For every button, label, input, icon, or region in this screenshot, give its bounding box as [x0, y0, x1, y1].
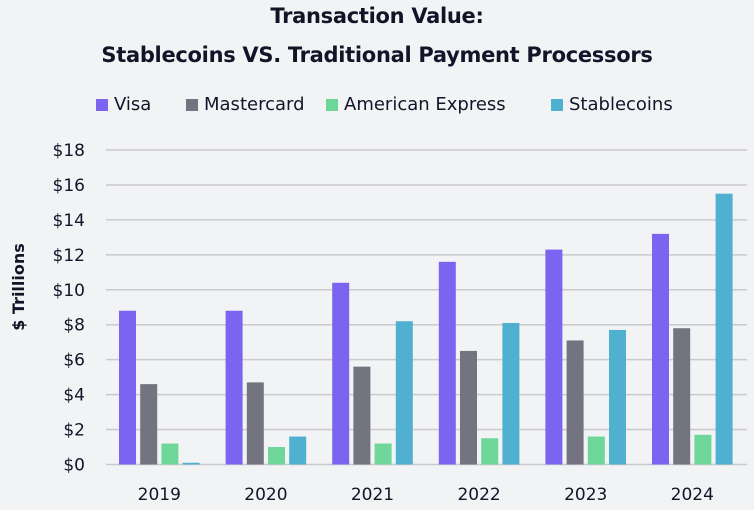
legend-swatch-mastercard [186, 98, 198, 111]
bar-stablecoins-2021 [395, 321, 413, 465]
y-tick-label: $0 [63, 456, 85, 476]
legend-item-stablecoins: Stablecoins [551, 94, 673, 115]
x-tick-label: 2020 [244, 485, 287, 505]
bar-american-express-2021 [374, 443, 392, 465]
bars [119, 193, 733, 465]
bar-mastercard-2022 [460, 350, 477, 465]
y-axis-label: $ Trillions [9, 243, 28, 331]
bar-stablecoins-2024 [715, 193, 733, 465]
y-tick-label: $10 [53, 281, 85, 301]
bar-mastercard-2019 [140, 384, 158, 465]
y-tick-label: $16 [53, 176, 85, 196]
x-axis-ticks: 2019 2020 2021 2022 2023 2024 [138, 485, 714, 505]
y-tick-label: $12 [53, 246, 85, 266]
x-tick-label: 2019 [138, 485, 181, 505]
gridlines [106, 149, 747, 466]
bar-mastercard-2020 [246, 382, 264, 465]
legend-label-mastercard: Mastercard [204, 94, 305, 115]
legend-label-visa: Visa [114, 94, 152, 115]
bar-american-express-2022 [481, 438, 499, 465]
bar-stablecoins-2020 [289, 436, 307, 465]
x-tick-label: 2021 [351, 485, 394, 505]
bar-mastercard-2023 [566, 340, 584, 465]
bar-stablecoins-2023 [609, 329, 626, 465]
legend-swatch-visa [96, 98, 108, 111]
chart-subtitle: Stablecoins VS. Traditional Payment Proc… [101, 43, 653, 67]
legend: Visa Mastercard American Express Stablec… [0, 94, 754, 120]
bar-mastercard-2024 [673, 328, 691, 465]
bar-stablecoins-2019 [182, 462, 200, 465]
legend-label-stablecoins: Stablecoins [569, 94, 673, 115]
legend-label-american-express: American Express [344, 94, 506, 115]
bar-mastercard-2021 [353, 366, 371, 465]
y-tick-label: $6 [63, 351, 85, 371]
bar-visa-2024 [652, 233, 669, 465]
y-tick-label: $2 [63, 421, 85, 441]
y-tick-label: $4 [63, 386, 85, 406]
legend-item-american-express: American Express [326, 94, 506, 115]
bar-visa-2023 [545, 249, 563, 465]
y-axis-ticks: $0 $2 $4 $6 $8 $10 $12 $14 $16 $18 [53, 141, 85, 476]
x-tick-label: 2024 [671, 485, 714, 505]
chart-title: Transaction Value: [270, 4, 484, 28]
bar-stablecoins-2022 [502, 322, 520, 465]
legend-item-mastercard: Mastercard [186, 94, 305, 115]
bar-visa-2020 [225, 310, 243, 465]
bar-visa-2019 [119, 310, 136, 465]
y-tick-label: $14 [53, 211, 85, 231]
legend-swatch-american-express [326, 98, 338, 111]
bar-american-express-2020 [268, 447, 285, 465]
bar-visa-2021 [332, 282, 350, 465]
x-tick-label: 2022 [457, 485, 500, 505]
y-tick-label: $18 [53, 141, 85, 161]
x-tick-label: 2023 [564, 485, 607, 505]
legend-item-visa: Visa [96, 94, 151, 115]
bar-american-express-2019 [161, 443, 179, 465]
bar-visa-2022 [438, 261, 456, 465]
y-tick-label: $8 [63, 316, 85, 336]
legend-swatch-stablecoins [551, 98, 563, 111]
bar-american-express-2023 [587, 436, 605, 465]
bar-american-express-2024 [694, 434, 712, 465]
